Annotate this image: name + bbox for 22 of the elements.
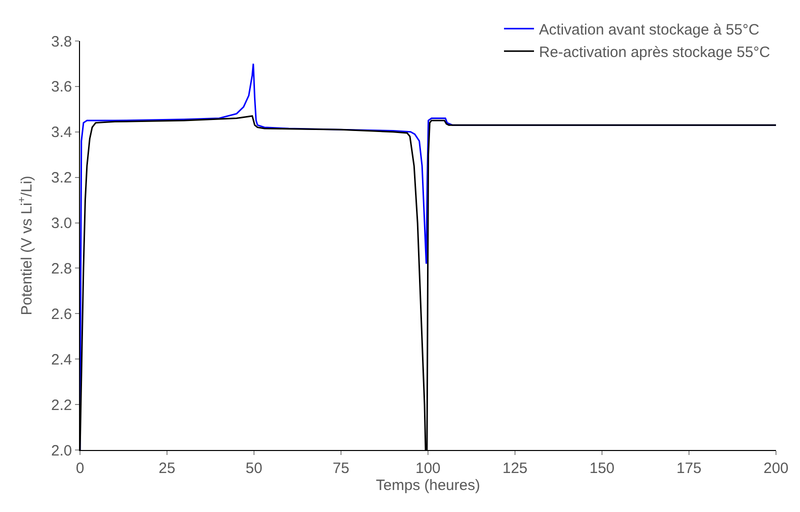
y-tick-label: 3.8 bbox=[51, 33, 72, 50]
x-tick-label: 100 bbox=[415, 460, 441, 477]
x-tick-label: 125 bbox=[502, 460, 528, 477]
x-tick-label: 25 bbox=[158, 460, 176, 477]
y-tick-label: 2.0 bbox=[51, 442, 72, 460]
y-tick-label: 3.6 bbox=[51, 78, 72, 96]
x-tick-label: 150 bbox=[589, 460, 615, 477]
x-tick-label: 175 bbox=[676, 460, 702, 477]
x-tick-label: 200 bbox=[763, 460, 789, 477]
x-axis-title: Temps (heures) bbox=[376, 477, 480, 494]
y-tick-label: 2.6 bbox=[51, 306, 72, 323]
y-tick-label: 2.4 bbox=[51, 351, 72, 368]
y-tick-label: 3.4 bbox=[51, 124, 72, 142]
y-tick-label: 2.8 bbox=[51, 260, 72, 278]
y-tick-label: 2.2 bbox=[51, 396, 72, 414]
x-tick-label: 50 bbox=[246, 460, 262, 477]
x-tick-label: 0 bbox=[76, 460, 84, 477]
legend-label: Activation avant stockage à 55°C bbox=[539, 21, 760, 38]
y-tick-label: 3.2 bbox=[51, 170, 72, 187]
legend-label: Re-activation après stockage 55°C bbox=[539, 44, 770, 61]
x-tick-label: 75 bbox=[332, 460, 350, 477]
y-tick-label: 3.0 bbox=[51, 215, 72, 232]
